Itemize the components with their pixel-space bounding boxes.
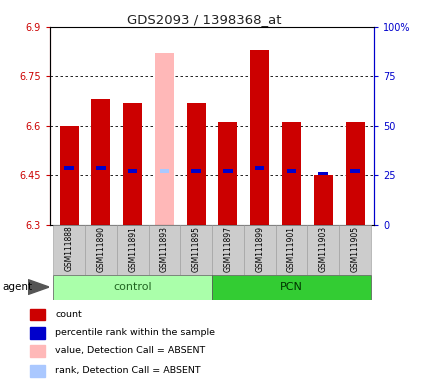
Bar — [159, 169, 169, 173]
Polygon shape — [28, 280, 49, 295]
Bar — [191, 169, 201, 173]
Bar — [250, 50, 269, 225]
Bar — [281, 122, 300, 225]
Bar — [91, 99, 110, 225]
Bar — [243, 225, 275, 275]
Text: GSM111891: GSM111891 — [128, 226, 137, 271]
Text: GSM111903: GSM111903 — [318, 225, 327, 271]
Text: agent: agent — [2, 282, 32, 292]
Bar — [30, 345, 44, 357]
Bar — [116, 225, 148, 275]
Text: percentile rank within the sample: percentile rank within the sample — [55, 328, 215, 337]
Bar — [275, 225, 307, 275]
Bar — [64, 167, 74, 170]
Bar — [96, 167, 105, 170]
Text: control: control — [113, 282, 151, 292]
Bar — [30, 309, 44, 320]
Bar — [218, 122, 237, 225]
Text: GSM111899: GSM111899 — [255, 226, 263, 271]
Text: GSM111890: GSM111890 — [96, 226, 105, 271]
Text: value, Detection Call = ABSENT: value, Detection Call = ABSENT — [55, 346, 205, 356]
Text: GDS2093 / 1398368_at: GDS2093 / 1398368_at — [127, 13, 281, 26]
Bar — [313, 175, 332, 225]
Bar — [349, 169, 359, 173]
Text: GSM111893: GSM111893 — [160, 226, 168, 271]
Bar — [155, 53, 174, 225]
Bar — [223, 169, 232, 173]
Text: GSM111897: GSM111897 — [223, 226, 232, 271]
Bar — [254, 167, 264, 170]
Text: count: count — [55, 310, 82, 319]
Bar — [212, 275, 370, 300]
Text: GSM111895: GSM111895 — [191, 226, 200, 271]
Bar — [212, 225, 243, 275]
Bar — [53, 275, 212, 300]
Bar — [318, 172, 327, 175]
Text: PCN: PCN — [279, 282, 302, 292]
Bar — [339, 225, 370, 275]
Bar — [53, 225, 85, 275]
Bar — [59, 126, 79, 225]
Bar — [128, 169, 137, 173]
Bar — [286, 169, 296, 173]
Bar — [30, 327, 44, 339]
Bar — [148, 225, 180, 275]
Bar — [85, 225, 116, 275]
Bar — [30, 365, 44, 376]
Text: GSM111888: GSM111888 — [64, 226, 73, 271]
Bar — [307, 225, 339, 275]
Text: rank, Detection Call = ABSENT: rank, Detection Call = ABSENT — [55, 366, 200, 375]
Bar — [123, 103, 142, 225]
Text: GSM111905: GSM111905 — [350, 225, 359, 271]
Bar — [345, 122, 364, 225]
Text: GSM111901: GSM111901 — [286, 226, 295, 271]
Bar — [186, 103, 205, 225]
Bar — [180, 225, 212, 275]
